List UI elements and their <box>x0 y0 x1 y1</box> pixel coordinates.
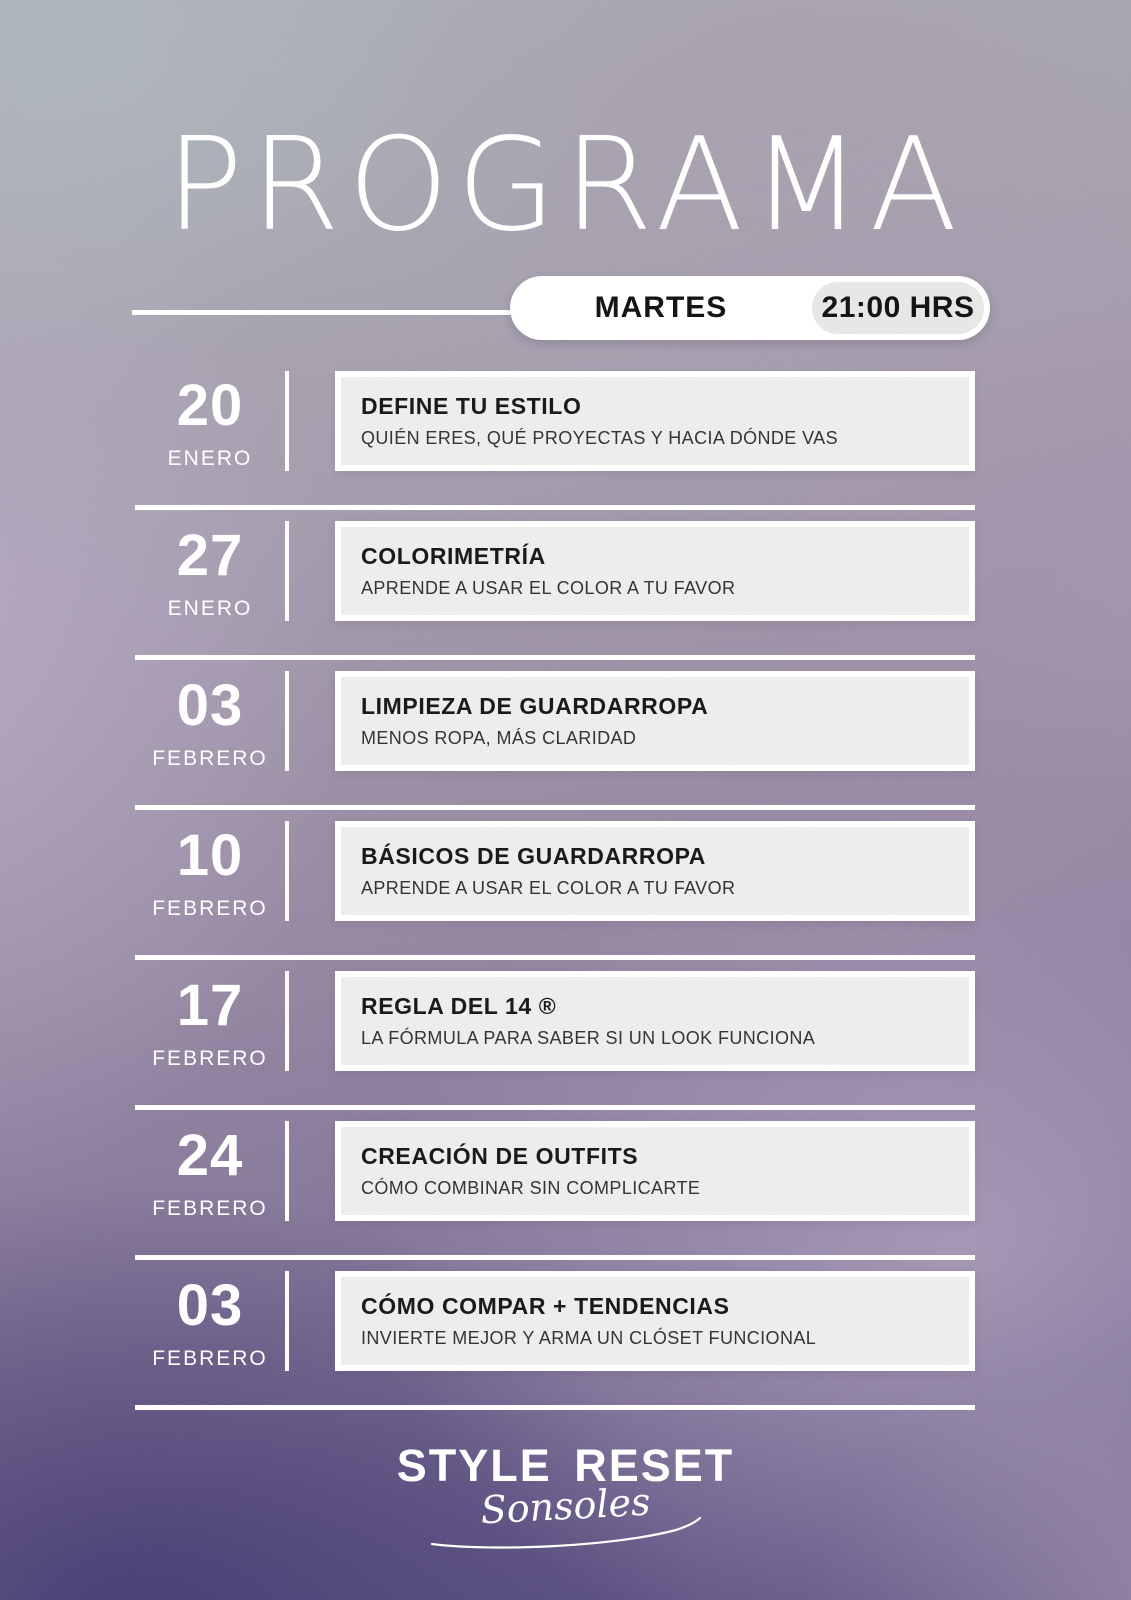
session-month-label: ENERO <box>167 447 253 470</box>
session-row: 27 ENERO COLORIMETRÍA APRENDE A USAR EL … <box>135 521 975 621</box>
session-card: BÁSICOS DE GUARDARROPA APRENDE A USAR EL… <box>335 821 975 921</box>
session-month-label: FEBRERO <box>152 1347 268 1370</box>
session-day-number: 17 <box>176 973 244 1038</box>
session-title: DEFINE TU ESTILO <box>361 393 582 419</box>
session-month-label: FEBRERO <box>152 897 268 920</box>
session-subtitle: INVIERTE MEJOR Y ARMA UN CLÓSET FUNCIONA… <box>361 1328 817 1348</box>
session-subtitle: APRENDE A USAR EL COLOR A TU FAVOR <box>361 578 736 598</box>
session-date: 24 FEBRERO <box>135 1121 285 1221</box>
badge-day-label: MARTES <box>594 291 728 324</box>
vertical-divider <box>285 1271 289 1371</box>
session-subtitle: APRENDE A USAR EL COLOR A TU FAVOR <box>361 878 736 898</box>
footer: STYLE RESET Sonsoles <box>0 1440 1131 1550</box>
vertical-divider <box>285 671 289 771</box>
session-title: BÁSICOS DE GUARDARROPA <box>361 843 707 869</box>
session-title: COLORIMETRÍA <box>361 543 546 569</box>
vertical-divider <box>285 371 289 471</box>
session-row: 24 FEBRERO CREACIÓN DE OUTFITS CÓMO COMB… <box>135 1121 975 1221</box>
horizontal-divider <box>135 1105 975 1110</box>
session-row: 10 FEBRERO BÁSICOS DE GUARDARROPA APREND… <box>135 821 975 921</box>
session-day-number: 27 <box>176 523 244 588</box>
session-row: 03 FEBRERO CÓMO COMPAR + TENDENCIAS INVI… <box>135 1271 975 1371</box>
session-day-number: 03 <box>176 673 244 738</box>
session-title: REGLA DEL 14 ® <box>361 993 557 1019</box>
session-card: COLORIMETRÍA APRENDE A USAR EL COLOR A T… <box>335 521 975 621</box>
session-subtitle: QUIÉN ERES, QUÉ PROYECTAS Y HACIA DÓNDE … <box>361 428 838 448</box>
session-row: 17 FEBRERO REGLA DEL 14 ® LA FÓRMULA PAR… <box>135 971 975 1071</box>
page-title: PROGRAMA <box>165 111 966 260</box>
session-date: 27 ENERO <box>135 521 285 621</box>
session-date: 03 FEBRERO <box>135 671 285 771</box>
vertical-divider <box>285 971 289 1071</box>
session-month-label: FEBRERO <box>152 1047 268 1070</box>
session-row: 20 ENERO DEFINE TU ESTILO QUIÉN ERES, QU… <box>135 371 975 471</box>
session-title: LIMPIEZA DE GUARDARROPA <box>361 693 709 719</box>
session-subtitle: MENOS ROPA, MÁS CLARIDAD <box>361 728 637 748</box>
session-date: 10 FEBRERO <box>135 821 285 921</box>
session-month-label: FEBRERO <box>152 747 268 770</box>
badge-time-label: 21:00 HRS <box>821 291 975 324</box>
schedule-badge: MARTES 21:00 HRS <box>510 276 990 340</box>
horizontal-divider <box>135 1255 975 1260</box>
session-title: CREACIÓN DE OUTFITS <box>361 1143 639 1169</box>
session-title: CÓMO COMPAR + TENDENCIAS <box>361 1293 730 1319</box>
horizontal-divider <box>135 805 975 810</box>
session-card: REGLA DEL 14 ® LA FÓRMULA PARA SABER SI … <box>335 971 975 1071</box>
session-day-number: 20 <box>176 373 244 438</box>
vertical-divider <box>285 1121 289 1221</box>
session-date: 03 FEBRERO <box>135 1271 285 1371</box>
session-date: 17 FEBRERO <box>135 971 285 1071</box>
horizontal-divider <box>135 505 975 510</box>
badge-day-zone: MARTES <box>510 276 812 340</box>
badge-time-zone: 21:00 HRS <box>812 282 984 334</box>
session-card: CREACIÓN DE OUTFITS CÓMO COMBINAR SIN CO… <box>335 1121 975 1221</box>
session-day-number: 24 <box>176 1123 244 1188</box>
horizontal-divider <box>135 955 975 960</box>
session-card: LIMPIEZA DE GUARDARROPA MENOS ROPA, MÁS … <box>335 671 975 771</box>
session-list: 20 ENERO DEFINE TU ESTILO QUIÉN ERES, QU… <box>135 371 975 1421</box>
session-row: 03 FEBRERO LIMPIEZA DE GUARDARROPA MENOS… <box>135 671 975 771</box>
vertical-divider <box>285 821 289 921</box>
session-card: DEFINE TU ESTILO QUIÉN ERES, QUÉ PROYECT… <box>335 371 975 471</box>
session-date: 20 ENERO <box>135 371 285 471</box>
session-month-label: FEBRERO <box>152 1197 268 1220</box>
session-month-label: ENERO <box>167 597 253 620</box>
badge-connector-line <box>132 310 562 315</box>
horizontal-divider <box>135 655 975 660</box>
vertical-divider <box>285 521 289 621</box>
horizontal-divider <box>135 1405 975 1410</box>
session-card: CÓMO COMPAR + TENDENCIAS INVIERTE MEJOR … <box>335 1271 975 1371</box>
session-day-number: 03 <box>176 1273 244 1338</box>
session-day-number: 10 <box>176 823 244 888</box>
session-subtitle: CÓMO COMBINAR SIN COMPLICARTE <box>361 1178 701 1198</box>
session-subtitle: LA FÓRMULA PARA SABER SI UN LOOK FUNCION… <box>361 1028 816 1048</box>
